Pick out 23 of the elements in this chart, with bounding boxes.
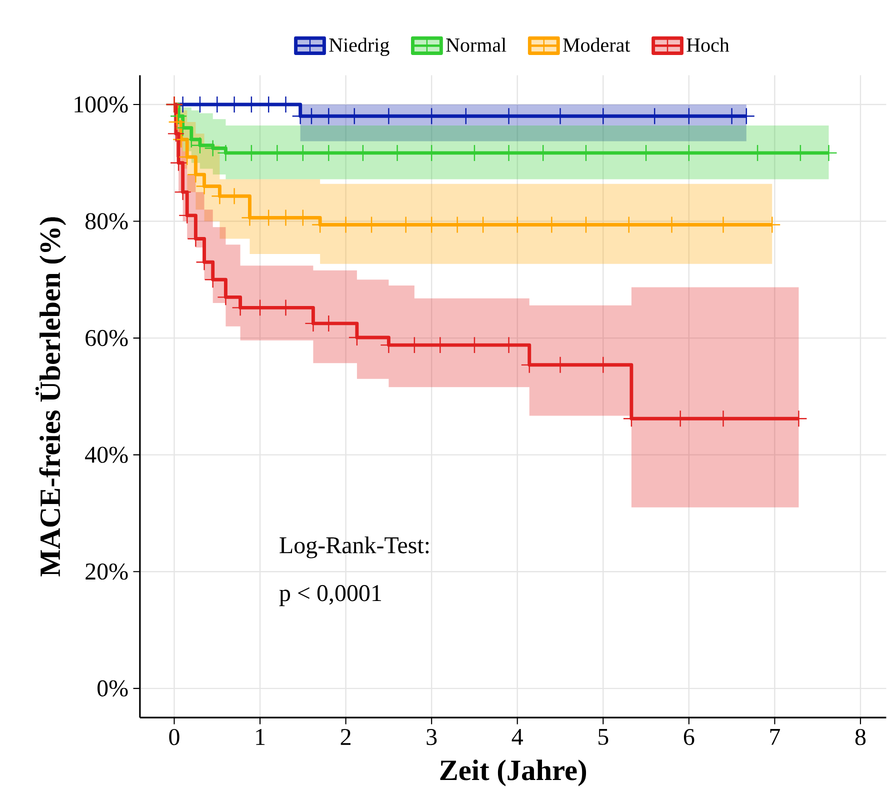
legend-label: Niedrig <box>329 38 390 56</box>
x-tick-label: 2 <box>340 729 350 746</box>
legend-label: Moderat <box>563 38 630 52</box>
x-tick-label: 7 <box>770 729 780 745</box>
annotation: Log-Rank-Test: <box>280 536 429 559</box>
y-tick-label: 20% <box>86 564 128 580</box>
legend-label: Normal <box>446 38 506 52</box>
x-tick-label: 8 <box>855 729 866 746</box>
x-tick-label: 6 <box>684 729 694 746</box>
x-axis-title: Zeit (Jahre) <box>440 760 586 786</box>
x-tick-label: 1 <box>256 729 265 746</box>
y-tick-label: 100% <box>74 96 128 113</box>
legend-label: Hoch <box>686 38 730 52</box>
annotation: p < 0,0001 <box>279 585 382 606</box>
x-tick-label: 5 <box>598 729 608 746</box>
x-tick-label: 0 <box>169 729 180 746</box>
y-tick-label: 40% <box>85 446 128 464</box>
y-tick-label: 60% <box>86 330 128 346</box>
y-tick-label: 0% <box>98 680 128 697</box>
y-axis-title: MACE-freies Überleben (%) <box>35 217 66 577</box>
x-tick-label: 3 <box>426 729 437 746</box>
x-tick-label: 4 <box>512 729 523 745</box>
y-tick-label: 80% <box>86 213 128 230</box>
